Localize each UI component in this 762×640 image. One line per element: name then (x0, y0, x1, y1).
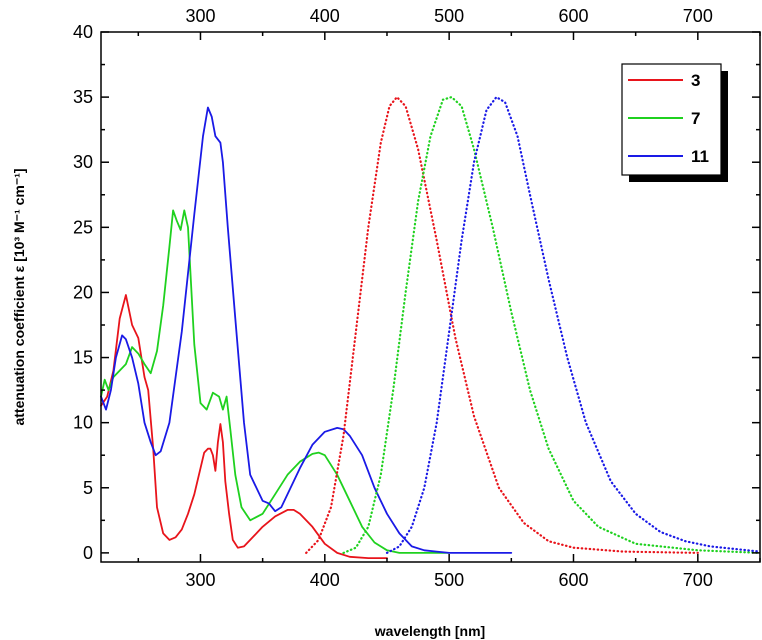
y-tick-label: 35 (73, 87, 93, 107)
series-emission-7 (342, 96, 762, 554)
x-tick-label: 500 (434, 570, 464, 590)
y-tick-label: 0 (83, 543, 93, 563)
y-tick-label: 10 (73, 413, 93, 433)
y-tick-label: 40 (73, 22, 93, 42)
y-tick-label: 30 (73, 152, 93, 172)
series-emission-3 (305, 96, 699, 554)
series-absorption-3 (100, 294, 388, 559)
series-absorption-11 (100, 106, 513, 554)
y-tick-label: 5 (83, 478, 93, 498)
legend-label-7: 7 (691, 109, 700, 128)
legend-label-3: 3 (691, 71, 700, 90)
y-tick-label: 25 (73, 217, 93, 237)
series-emission-11 (385, 96, 762, 554)
plot-frame (100, 31, 761, 563)
x-axis-title: wavelength [nm] (374, 623, 485, 639)
ticks-layer: 300 400 500 600 700 300 400 500 600 700 0 5 10 15 20 25… (73, 6, 761, 590)
legend-label-11: 11 (691, 147, 709, 166)
y-tick-label: 20 (73, 282, 93, 302)
legend: 3 7 11 (621, 63, 728, 182)
x-tick-label: 700 (683, 570, 713, 590)
x-top-tick-label: 300 (185, 6, 215, 26)
x-top-tick-label: 400 (310, 6, 340, 26)
y-tick-label: 15 (73, 348, 93, 368)
series-absorption-7 (100, 209, 451, 554)
x-tick-label: 300 (185, 570, 215, 590)
x-top-tick-label: 600 (558, 6, 588, 26)
x-top-tick-label: 500 (434, 6, 464, 26)
x-top-tick-label: 700 (683, 6, 713, 26)
series-layer (100, 96, 762, 559)
y-axis-title: attenuation coefficient ε [10³ M⁻¹ cm⁻¹] (11, 168, 27, 425)
x-tick-label: 600 (558, 570, 588, 590)
x-tick-label: 400 (310, 570, 340, 590)
